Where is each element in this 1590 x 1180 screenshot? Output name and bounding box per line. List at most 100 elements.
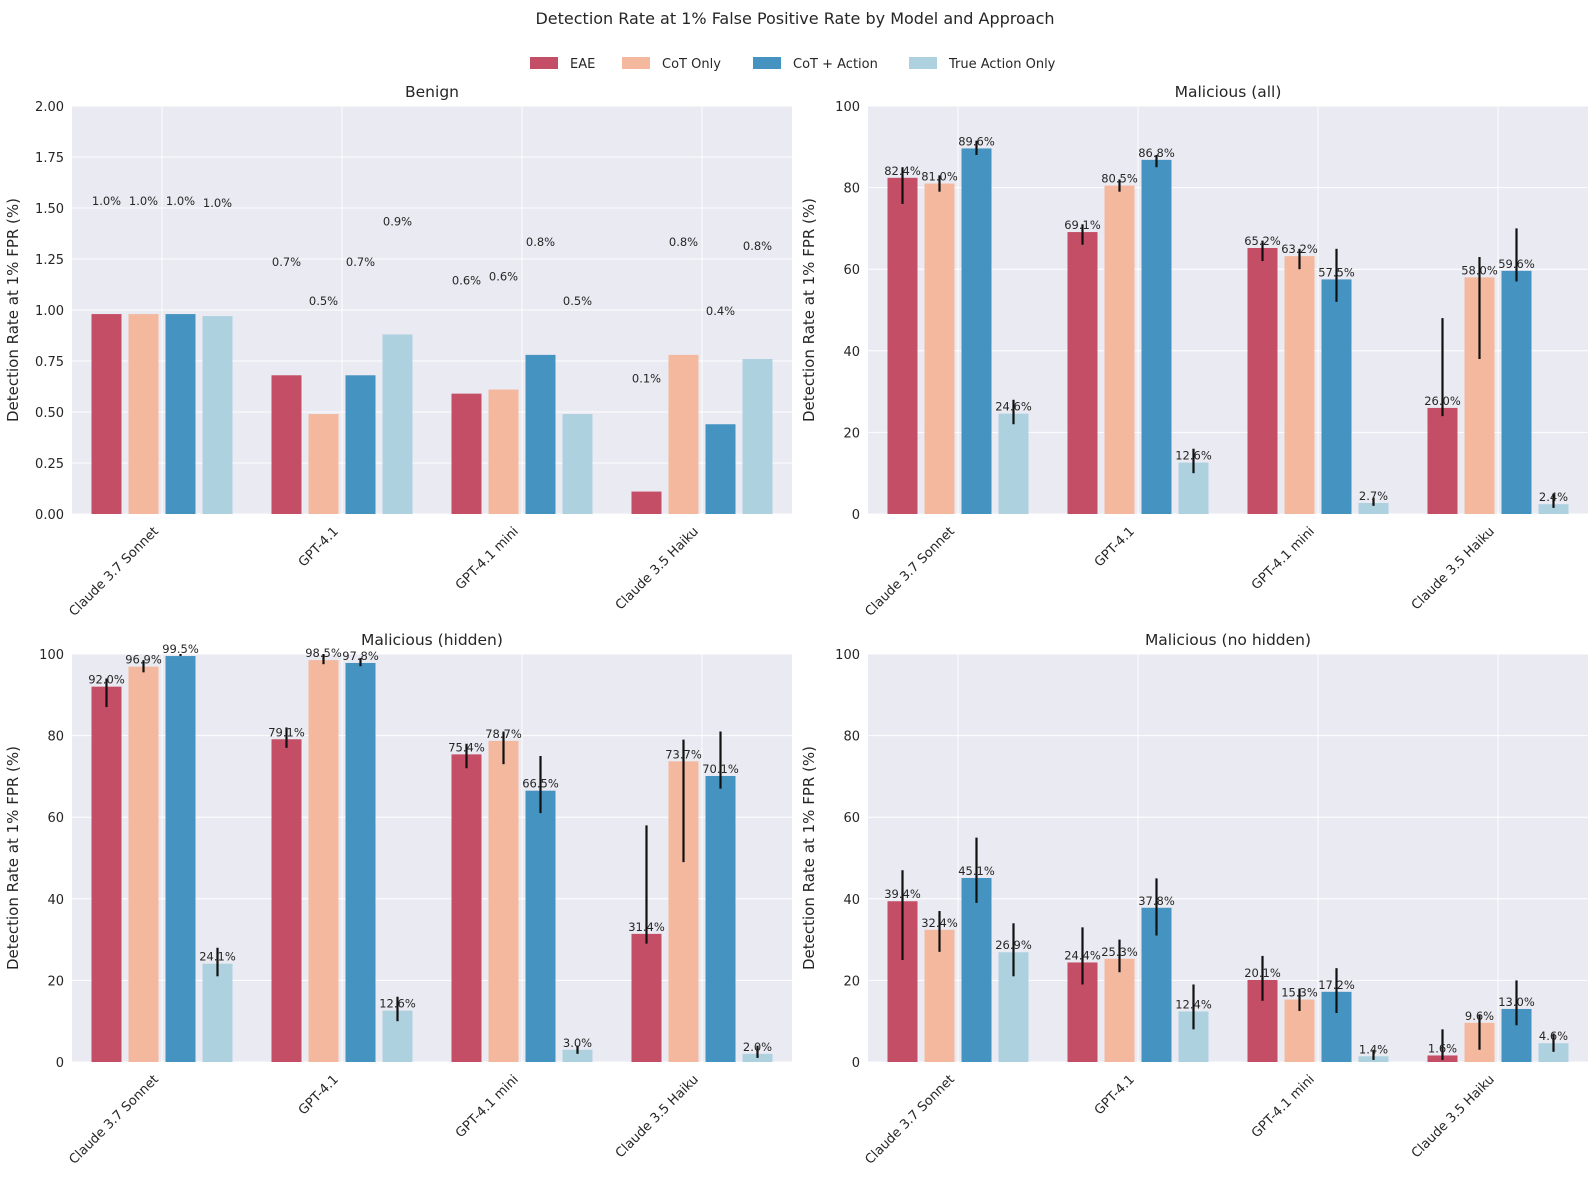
data-label: 13.0%	[1498, 995, 1535, 1009]
legend-label-cot-action: CoT + Action	[793, 57, 878, 72]
bar-eae-gpt-4-1-mini	[451, 754, 482, 1062]
y-tick-label: 20	[843, 426, 860, 441]
bar-cot-action-claude-3-7-sonnet	[165, 314, 196, 514]
bar-true-action-only-claude-3-5-haiku	[742, 358, 773, 514]
panel-malicious-hidden: 0 20 40 60 80 100 92.0% 79.1% 75.4% 31.4% 96.9% 98.…	[4, 631, 792, 1168]
bar-true-action-only-gpt-4-1-mini	[1358, 502, 1389, 514]
bar-cot-only-claude-3-7-sonnet	[924, 183, 955, 514]
y-tick-label: 60	[47, 811, 64, 826]
bar-cot-action-gpt-4-1-mini	[525, 354, 556, 514]
data-label: 26.9%	[995, 938, 1032, 952]
bar-eae-gpt-4-1-mini	[1247, 247, 1278, 514]
data-label: 98.5%	[305, 646, 342, 660]
data-label: 1.4%	[1359, 1042, 1388, 1056]
x-tick-label: Claude 3.7 Sonnet	[66, 1072, 161, 1167]
figure-title: Detection Rate at 1% False Positive Rate…	[535, 9, 1054, 28]
data-label: 24.6%	[995, 400, 1032, 414]
data-label: 69.1%	[1064, 218, 1101, 232]
x-tick-label: Claude 3.5 Haiku	[1409, 1072, 1498, 1161]
bar-true-action-only-claude-3-5-haiku	[1538, 504, 1569, 514]
panel-malicious-no-hidden: 0 20 40 60 80 100 39.4% 24.4% 20.1% 1.6% 32.4% 25.3…	[800, 631, 1588, 1168]
data-label: 63.2%	[1281, 242, 1318, 256]
bar-cot-only-gpt-4-1	[308, 660, 339, 1062]
x-tick-label: GPT-4.1 mini	[453, 1072, 522, 1141]
data-label: 2.7%	[1359, 489, 1388, 503]
data-label: 0.7%	[272, 255, 301, 269]
data-label: 0.8%	[743, 239, 772, 253]
data-label: 0.8%	[526, 235, 555, 249]
data-label: 0.6%	[452, 274, 481, 288]
y-tick-label: 0.50	[35, 406, 64, 421]
bar-cot-action-gpt-4-1-mini	[1321, 279, 1352, 514]
y-tick-label: 80	[47, 730, 64, 745]
data-label: 20.1%	[1244, 966, 1281, 980]
x-tick-label: Claude 3.5 Haiku	[613, 524, 702, 613]
bar-eae-gpt-4-1	[271, 739, 302, 1062]
bar-cot-only-claude-3-5-haiku	[668, 354, 699, 514]
data-label: 15.3%	[1281, 986, 1318, 1000]
data-label: 86.8%	[1138, 146, 1175, 160]
bar-cot-action-gpt-4-1	[1141, 159, 1172, 514]
bar-cot-action-gpt-4-1	[345, 662, 376, 1062]
y-axis-label: Detection Rate at 1% FPR (%)	[800, 746, 818, 970]
data-label: 58.0%	[1461, 263, 1498, 277]
data-label: 24.4%	[1064, 948, 1101, 962]
x-tick-label: GPT-4.1	[296, 1072, 342, 1118]
x-tick-label: GPT-4.1 mini	[1249, 524, 1318, 593]
y-tick-label: 1.75	[35, 151, 64, 166]
bar-cot-action-gpt-4-1-mini	[525, 790, 556, 1062]
data-label: 25.3%	[1101, 945, 1138, 959]
y-tick-label: 60	[843, 811, 860, 826]
bar-cot-action-gpt-4-1	[345, 375, 376, 514]
y-tick-label: 0.75	[35, 355, 64, 370]
bar-cot-only-gpt-4-1-mini	[488, 740, 519, 1062]
data-label: 80.5%	[1101, 172, 1138, 186]
y-tick-label: 40	[47, 893, 64, 908]
bar-cot-action-claude-3-5-haiku	[705, 775, 736, 1062]
data-label: 79.1%	[268, 725, 305, 739]
bar-cot-only-gpt-4-1-mini	[488, 389, 519, 514]
bar-eae-claude-3-7-sonnet	[91, 314, 122, 514]
bar-cot-action-claude-3-5-haiku	[1501, 270, 1532, 514]
bar-true-action-only-claude-3-5-haiku	[1538, 1043, 1569, 1062]
data-label: 2.4%	[1539, 490, 1568, 504]
x-tick-label: Claude 3.7 Sonnet	[66, 524, 161, 619]
bar-eae-gpt-4-1	[271, 375, 302, 514]
y-tick-label: 1.00	[35, 304, 64, 319]
bar-true-action-only-claude-3-7-sonnet	[998, 413, 1029, 514]
data-label: 0.9%	[383, 214, 412, 228]
x-tick-label: GPT-4.1 mini	[1249, 1072, 1318, 1141]
data-label: 78.7%	[485, 727, 522, 741]
y-axis-label: Detection Rate at 1% FPR (%)	[4, 198, 22, 422]
panel-title: Malicious (no hidden)	[1145, 631, 1311, 649]
data-label: 1.0%	[166, 194, 195, 208]
data-label: 9.6%	[1465, 1009, 1494, 1023]
y-tick-label: 20	[47, 974, 64, 989]
x-tick-label: GPT-4.1	[1092, 1072, 1138, 1118]
y-tick-label: 0	[852, 1056, 860, 1071]
data-label: 45.1%	[958, 864, 995, 878]
data-label: 96.9%	[125, 653, 162, 667]
x-tick-label: Claude 3.7 Sonnet	[862, 1072, 957, 1167]
y-tick-label: 0.25	[35, 457, 64, 472]
y-tick-label: 1.25	[35, 253, 64, 268]
y-tick-label: 100	[835, 100, 860, 115]
bar-eae-claude-3-7-sonnet	[887, 177, 918, 515]
data-label: 37.8%	[1138, 894, 1175, 908]
data-label: 57.5%	[1318, 265, 1355, 279]
x-tick-label: Claude 3.7 Sonnet	[862, 524, 957, 619]
data-label: 1.0%	[129, 194, 158, 208]
data-label: 66.5%	[522, 777, 559, 791]
bar-true-action-only-gpt-4-1-mini	[562, 414, 593, 514]
data-label: 0.6%	[489, 269, 518, 283]
y-axis-label: Detection Rate at 1% FPR (%)	[4, 746, 22, 970]
data-label: 1.6%	[1428, 1041, 1457, 1055]
legend-label-eae: EAE	[570, 57, 595, 72]
x-tick-label: Claude 3.5 Haiku	[613, 1072, 702, 1161]
data-label: 31.4%	[628, 920, 665, 934]
bar-true-action-only-claude-3-7-sonnet	[202, 963, 233, 1062]
data-label: 17.2%	[1318, 978, 1355, 992]
y-tick-label: 80	[843, 182, 860, 197]
panel-title: Benign	[405, 83, 459, 101]
data-label: 0.5%	[563, 294, 592, 308]
